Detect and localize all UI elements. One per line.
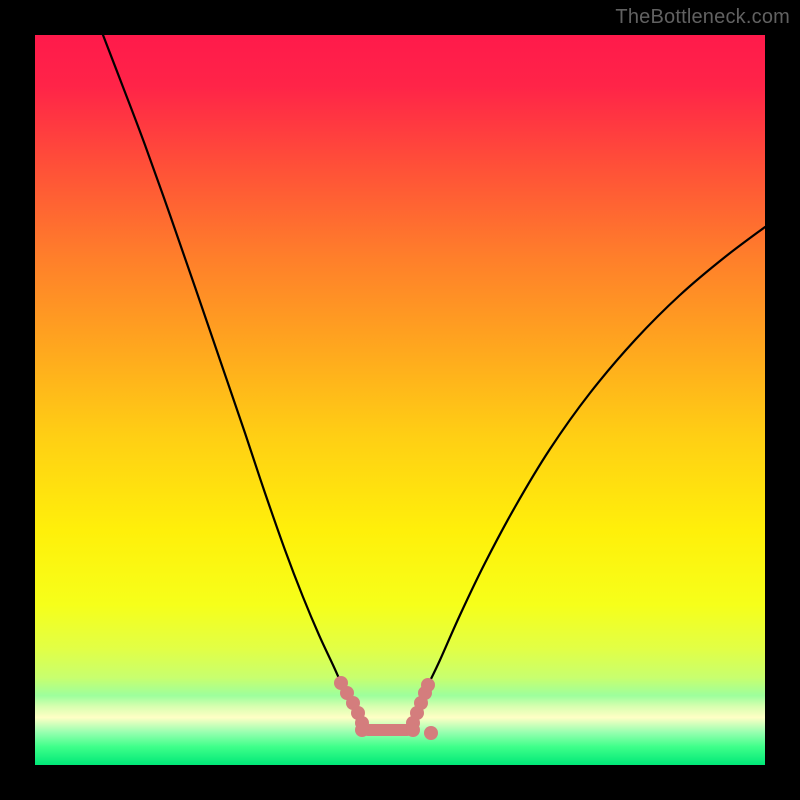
outer-frame: TheBottleneck.com [0, 0, 800, 800]
plot-area [35, 35, 765, 765]
gradient-plot-svg [35, 35, 765, 765]
watermark-text: TheBottleneck.com [615, 6, 790, 29]
